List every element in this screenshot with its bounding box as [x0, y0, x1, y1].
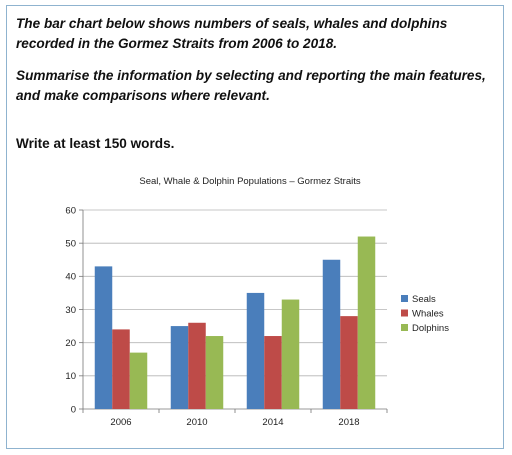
legend-swatch-dolphins — [401, 324, 408, 331]
y-tick-label-30: 30 — [65, 305, 76, 316]
bar-whales-2006 — [112, 329, 130, 409]
bar-whales-2010 — [188, 322, 206, 409]
word-count-instruction: Write at least 150 words. — [16, 136, 175, 151]
bar-dolphins-2010 — [205, 336, 224, 409]
bar-dolphins-2018 — [357, 236, 376, 409]
bar-seals-2010 — [170, 326, 189, 409]
x-tick-label-2006: 2006 — [110, 417, 131, 428]
y-tick-label-20: 20 — [65, 338, 76, 349]
legend-label-seals: Seals — [412, 294, 436, 305]
legend-swatch-whales — [401, 309, 408, 317]
bar-whales-2014 — [264, 336, 282, 409]
bar-dolphins-2006 — [129, 352, 148, 409]
legend-swatch-seals — [401, 295, 408, 302]
bar-seals-2018 — [322, 259, 341, 409]
bar-whales-2018 — [340, 316, 358, 409]
x-tick-label-2010: 2010 — [186, 417, 207, 428]
prompt-description: The bar chart below shows numbers of sea… — [16, 16, 448, 51]
y-tick-label-50: 50 — [65, 238, 76, 249]
x-tick-label-2014: 2014 — [262, 417, 283, 428]
bar-seals-2014 — [246, 292, 265, 409]
legend-label-whales: Whales — [412, 309, 444, 320]
legend-label-dolphins: Dolphins — [412, 323, 449, 334]
chart-title: Seal, Whale & Dolphin Populations – Gorm… — [139, 176, 361, 187]
y-tick-label-60: 60 — [65, 205, 76, 216]
bar-dolphins-2014 — [281, 299, 300, 409]
x-tick-label-2018: 2018 — [338, 417, 359, 428]
y-tick-label-0: 0 — [71, 404, 76, 415]
y-tick-label-40: 40 — [65, 272, 76, 283]
bar-seals-2006 — [94, 266, 113, 409]
prompt-summary-instruction: Summarise the information by selecting a… — [16, 68, 486, 103]
y-tick-label-10: 10 — [65, 371, 76, 382]
task-prompt: The bar chart below shows numbers of sea… — [16, 14, 486, 118]
